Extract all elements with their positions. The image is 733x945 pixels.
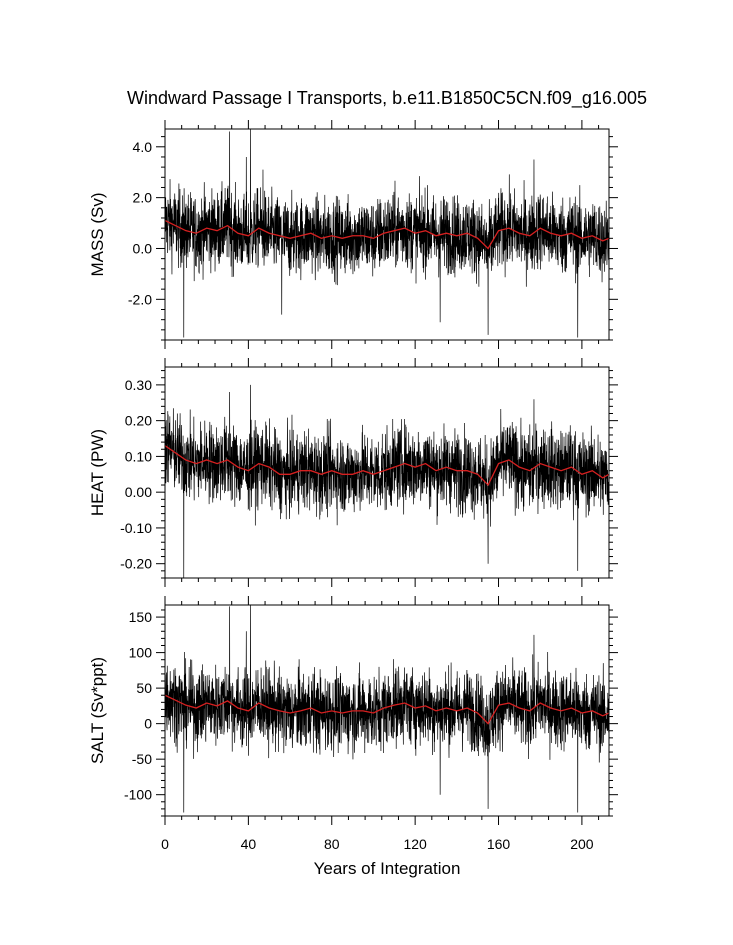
y-tick-label: -2.0	[128, 291, 152, 307]
y-tick-label: 0	[144, 716, 152, 732]
series-annual-line	[164, 219, 610, 250]
y-axis-label: HEAT (PW)	[88, 429, 107, 516]
y-tick-label: 2.0	[133, 190, 153, 206]
plot-frame	[164, 366, 610, 579]
y-tick-label: -100	[124, 787, 152, 803]
y-axis-label: SALT (Sv*ppt)	[88, 657, 107, 764]
x-tick-label: 200	[570, 836, 594, 852]
panels: -2.0 0.0 2.0 4.0 MASS (Sv) -0.20 -0.10 0.00 0.10…	[88, 120, 618, 852]
plot-frame	[164, 128, 610, 341]
x-tick-label: 40	[241, 836, 257, 852]
plot-frame	[164, 604, 610, 817]
panel-salt: -100 -50 0 50 100 150 0 40 80 120 160 200 SALT (Sv*p…	[88, 596, 618, 852]
series-monthly-line	[164, 604, 610, 813]
y-tick-label: 50	[136, 680, 152, 696]
series-monthly-line	[164, 128, 610, 338]
y-tick-label: 0.30	[125, 377, 152, 393]
y-tick-label: -0.10	[120, 520, 152, 536]
series-annual-line	[164, 445, 610, 487]
y-tick-label: 0.20	[125, 413, 152, 429]
y-tick-label: 0.0	[133, 240, 153, 256]
y-tick-label: -50	[132, 751, 152, 767]
y-tick-label: 0.00	[125, 484, 152, 500]
x-axis-label: Years of Integration	[314, 859, 461, 878]
y-axis-label: MASS (Sv)	[88, 192, 107, 276]
series-monthly-line	[164, 384, 610, 579]
x-tick-label: 0	[161, 836, 169, 852]
panel-heat: -0.20 -0.10 0.00 0.10 0.20 0.30 HEAT (PW)	[88, 358, 618, 587]
y-tick-label: 150	[129, 609, 153, 625]
chart-title: Windward Passage I Transports, b.e11.B18…	[127, 88, 647, 109]
series-annual-line	[164, 694, 610, 725]
x-tick-label: 80	[324, 836, 340, 852]
y-tick-label: -0.20	[120, 556, 152, 572]
panel-mass: -2.0 0.0 2.0 4.0 MASS (Sv)	[88, 120, 618, 349]
y-tick-label: 0.10	[125, 448, 152, 464]
y-tick-label: 100	[129, 645, 153, 661]
y-tick-label: 4.0	[133, 139, 153, 155]
x-tick-label: 160	[487, 836, 511, 852]
x-tick-label: 120	[403, 836, 427, 852]
